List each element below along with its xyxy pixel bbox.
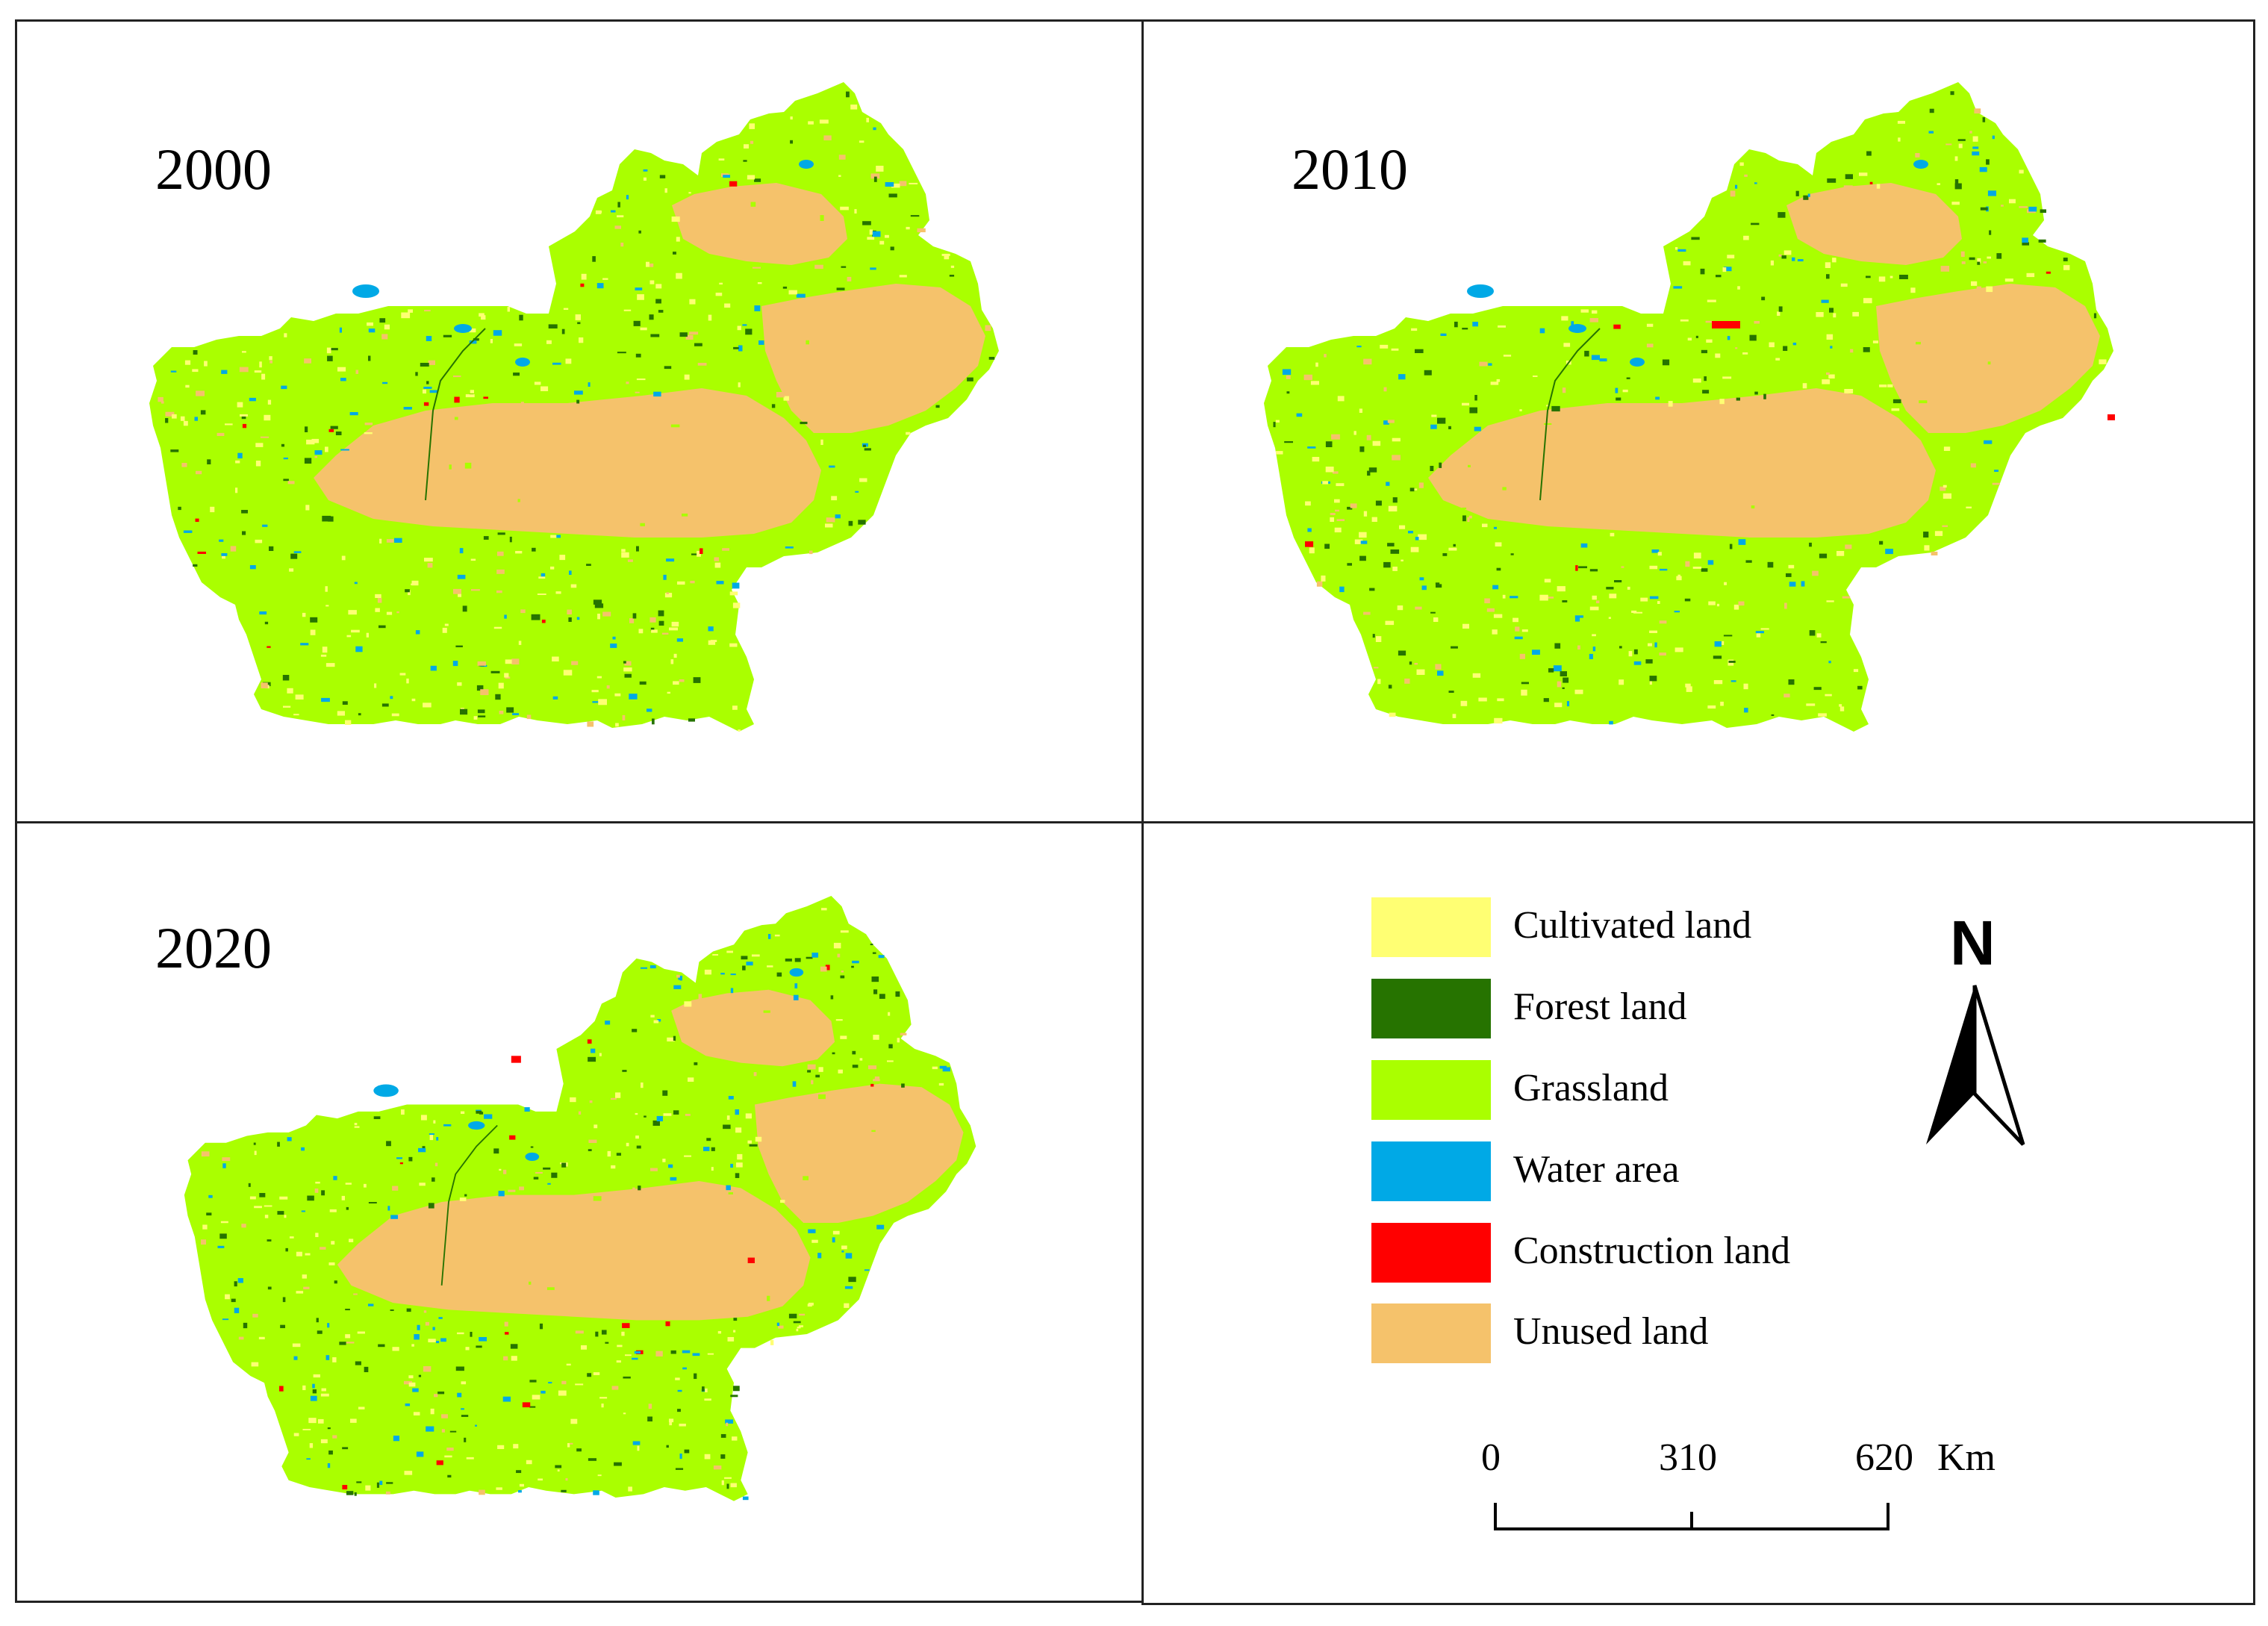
legend-swatch-cultivated bbox=[1371, 897, 1491, 957]
legend-label-grassland: Grassland bbox=[1513, 1067, 1669, 1109]
legend-swatch-grassland bbox=[1371, 1060, 1491, 1120]
legend-swatch-construction bbox=[1371, 1223, 1491, 1283]
scale-bar bbox=[1494, 1503, 1890, 1530]
legend-label-forest: Forest land bbox=[1513, 985, 1687, 1028]
legend-label-water: Water area bbox=[1513, 1148, 1680, 1191]
year-label-2020: 2020 bbox=[155, 915, 272, 980]
legend-panel bbox=[1141, 821, 2255, 1605]
land-use-map-2010 bbox=[1264, 82, 2115, 732]
scale-unit-label: Km bbox=[1937, 1436, 1996, 1479]
north-arrow-icon bbox=[1926, 985, 2025, 1146]
year-label-2010: 2010 bbox=[1292, 137, 1408, 202]
legend-swatch-forest bbox=[1371, 979, 1491, 1038]
scale-tick-label-0: 0 bbox=[1481, 1436, 1501, 1479]
land-use-map-2020 bbox=[184, 896, 976, 1501]
year-label-2000: 2000 bbox=[155, 137, 272, 202]
scale-tick-label-620: 620 bbox=[1855, 1436, 1913, 1479]
scale-tick-label-310: 310 bbox=[1659, 1436, 1717, 1479]
north-label: N bbox=[1950, 908, 1996, 978]
legend-swatch-unused bbox=[1371, 1303, 1491, 1363]
legend-label-cultivated: Cultivated land bbox=[1513, 904, 1752, 947]
legend-label-construction: Construction land bbox=[1513, 1230, 1791, 1272]
legend-swatch-water bbox=[1371, 1141, 1491, 1201]
legend-label-unused: Unused land bbox=[1513, 1310, 1709, 1353]
land-use-map-2000 bbox=[149, 82, 999, 732]
